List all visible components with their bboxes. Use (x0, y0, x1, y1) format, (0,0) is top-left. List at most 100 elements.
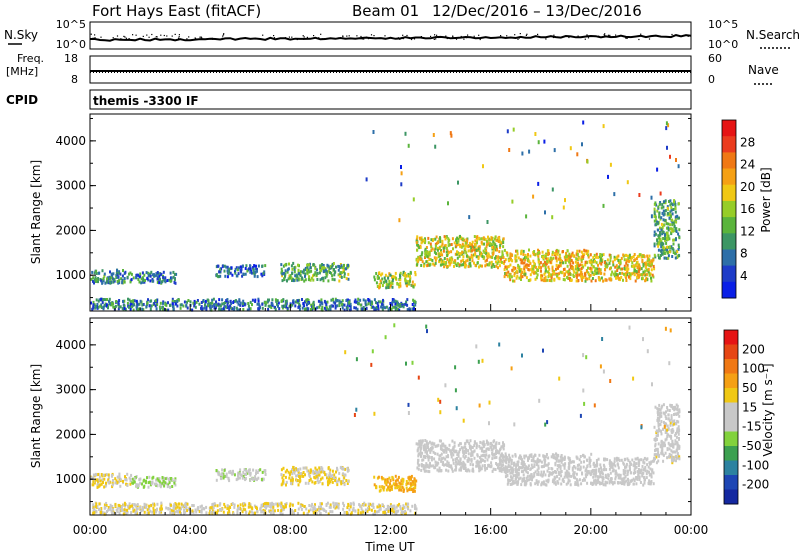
heatmap-cell (335, 470, 337, 474)
heatmap-cell (292, 465, 295, 469)
heatmap-cell (466, 459, 469, 462)
heatmap-cell (517, 463, 520, 467)
heatmap-cell (425, 469, 428, 473)
heatmap-cell (609, 464, 612, 467)
heatmap-cell (296, 479, 299, 482)
heatmap-cell (556, 273, 558, 277)
heatmap-cell (419, 449, 422, 453)
heatmap-cell (411, 307, 414, 311)
heatmap-cell (342, 467, 345, 471)
heatmap-cell (111, 474, 114, 478)
heatmap-cell (102, 277, 105, 281)
heatmap-cell (599, 482, 601, 486)
heatmap-cell (426, 263, 429, 267)
heatmap-cell (420, 454, 422, 458)
heatmap-cell (405, 279, 408, 283)
heatmap-cell (576, 482, 579, 486)
heatmap-cell (412, 305, 415, 309)
heatmap-cell (526, 475, 529, 479)
heatmap-cell (514, 266, 517, 270)
heatmap-cell (255, 472, 257, 476)
heatmap-cell (647, 268, 650, 272)
heatmap-cell (667, 222, 670, 226)
heatmap-cell (553, 277, 556, 281)
heatmap-cell (653, 267, 656, 271)
heatmap-cell (646, 257, 649, 261)
heatmap-cell (330, 477, 333, 481)
heatmap-cell (412, 298, 415, 302)
heatmap-cell (662, 459, 665, 463)
heatmap-cell (594, 279, 597, 283)
heatmap-cell (110, 301, 113, 305)
heatmap-cell (283, 304, 286, 308)
heatmap-cell (129, 482, 132, 486)
heatmap-cell (129, 306, 132, 310)
heatmap-cell (556, 464, 559, 468)
heatmap-cell (494, 248, 497, 252)
noise-search-point (222, 35, 224, 37)
heatmap-cell (236, 268, 239, 272)
heatmap-cell (109, 276, 112, 280)
heatmap-cell (495, 452, 498, 456)
heatmap-cell (671, 212, 674, 216)
heatmap-cell (406, 298, 409, 302)
heatmap-cell (378, 271, 381, 275)
heatmap-cell (624, 272, 627, 276)
heatmap-cell (280, 473, 283, 477)
heatmap-cell (484, 468, 487, 472)
heatmap-cell (650, 276, 652, 280)
heatmap-cell (308, 474, 311, 478)
heatmap-cell (238, 298, 241, 302)
heatmap-cell (544, 269, 547, 273)
heatmap-cell (237, 272, 240, 276)
heatmap-cell (445, 446, 448, 450)
heatmap-cell (343, 275, 346, 279)
heatmap-cell (576, 249, 579, 253)
heatmap-cell (325, 473, 328, 477)
heatmap-cell (323, 299, 326, 303)
heatmap-cell (172, 270, 175, 274)
heatmap-cell (614, 270, 617, 274)
heatmap-cell (623, 476, 626, 480)
heatmap-cell (372, 130, 375, 134)
heatmap-cell (524, 483, 527, 487)
heatmap-cell (673, 219, 676, 223)
noise-search-point (94, 37, 96, 39)
heatmap-cell (423, 454, 426, 458)
heatmap-cell (308, 270, 311, 274)
heatmap-cell (498, 457, 501, 461)
heatmap-cell (670, 414, 673, 418)
heatmap-cell (111, 485, 114, 489)
heatmap-cell (462, 454, 465, 458)
heatmap-cell (497, 255, 500, 259)
heatmap-cell (678, 228, 681, 232)
heatmap-cell (367, 302, 370, 306)
noise-search-point (199, 36, 201, 38)
heatmap-cell (296, 278, 299, 282)
heatmap-cell (342, 479, 345, 483)
heatmap-cell (101, 298, 104, 302)
heatmap-cell (553, 148, 556, 153)
colorbar-tick-label: 28 (740, 135, 755, 149)
heatmap-cell (106, 304, 108, 308)
heatmap-cell (637, 464, 640, 467)
heatmap-cell (484, 247, 487, 251)
heatmap-cell (248, 307, 251, 311)
heatmap-cell (572, 275, 575, 278)
heatmap-cell (227, 267, 230, 271)
heatmap-cell (660, 242, 663, 246)
heatmap-cell (612, 462, 615, 466)
heatmap-cell (475, 446, 478, 450)
heatmap-cell (676, 404, 679, 408)
heatmap-cell (527, 464, 530, 468)
noise-search-point (537, 33, 539, 35)
heatmap-cell (95, 298, 98, 302)
heatmap-cell (662, 223, 665, 227)
heatmap-cell (416, 263, 419, 267)
heatmap-cell (655, 223, 658, 227)
heatmap-cell (519, 454, 522, 458)
heatmap-cell (513, 274, 516, 278)
heatmap-cell (312, 278, 315, 282)
heatmap-cell (541, 274, 544, 278)
heatmap-cell (635, 482, 638, 486)
